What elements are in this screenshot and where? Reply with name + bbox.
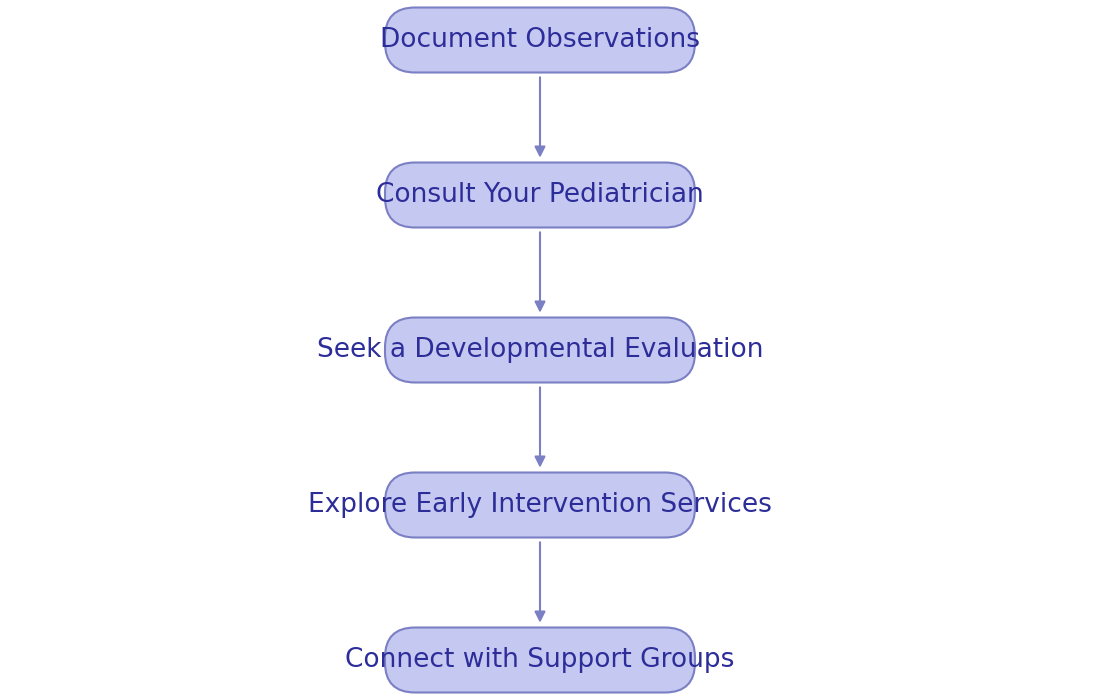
FancyBboxPatch shape xyxy=(385,162,696,228)
Text: Seek a Developmental Evaluation: Seek a Developmental Evaluation xyxy=(317,337,763,363)
Text: Document Observations: Document Observations xyxy=(380,27,700,53)
FancyBboxPatch shape xyxy=(385,318,696,382)
FancyBboxPatch shape xyxy=(385,8,696,73)
Text: Consult Your Pediatrician: Consult Your Pediatrician xyxy=(376,182,703,208)
FancyBboxPatch shape xyxy=(385,627,696,692)
Text: Connect with Support Groups: Connect with Support Groups xyxy=(345,647,735,673)
Text: Explore Early Intervention Services: Explore Early Intervention Services xyxy=(308,492,772,518)
FancyBboxPatch shape xyxy=(385,473,696,538)
